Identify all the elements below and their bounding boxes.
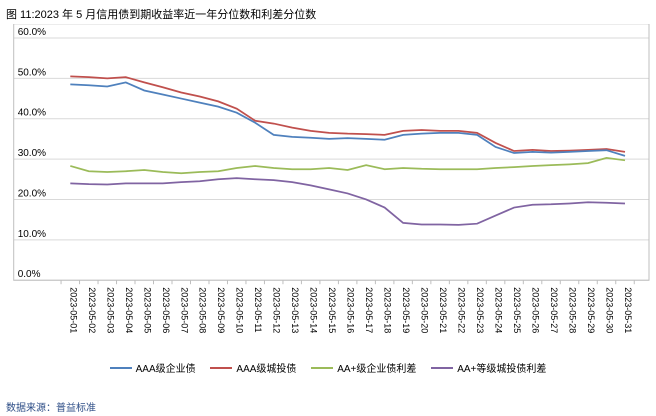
svg-text:2023-05-06: 2023-05-06 (161, 287, 171, 333)
svg-text:2023-05-30: 2023-05-30 (605, 287, 615, 333)
svg-text:2023-05-10: 2023-05-10 (235, 287, 245, 333)
svg-text:2023-05-12: 2023-05-12 (272, 287, 282, 333)
svg-text:2023-05-28: 2023-05-28 (568, 287, 578, 333)
svg-text:2023-05-20: 2023-05-20 (420, 287, 430, 333)
svg-text:30.0%: 30.0% (18, 148, 46, 159)
svg-text:60.0%: 60.0% (18, 27, 46, 38)
svg-text:2023-05-23: 2023-05-23 (475, 287, 485, 333)
svg-text:2023-05-02: 2023-05-02 (87, 287, 97, 333)
svg-text:2023-05-01: 2023-05-01 (68, 287, 78, 333)
svg-text:2023-05-25: 2023-05-25 (512, 287, 522, 333)
svg-text:20.0%: 20.0% (18, 188, 46, 199)
svg-text:2023-05-07: 2023-05-07 (179, 287, 189, 333)
svg-text:2023-05-17: 2023-05-17 (364, 287, 374, 333)
svg-text:2023-05-26: 2023-05-26 (531, 287, 541, 333)
svg-text:2023-05-19: 2023-05-19 (401, 287, 411, 333)
svg-text:2023-05-09: 2023-05-09 (216, 287, 226, 333)
svg-text:2023-05-05: 2023-05-05 (142, 287, 152, 333)
svg-text:2023-05-04: 2023-05-04 (124, 287, 134, 333)
svg-text:2023-05-16: 2023-05-16 (346, 287, 356, 333)
svg-text:2023-05-31: 2023-05-31 (623, 287, 633, 333)
svg-text:0.0%: 0.0% (18, 269, 41, 280)
svg-text:2023-05-15: 2023-05-15 (327, 287, 337, 333)
svg-text:2023-05-03: 2023-05-03 (105, 287, 115, 333)
svg-text:40.0%: 40.0% (18, 108, 46, 119)
svg-text:2023-05-21: 2023-05-21 (438, 287, 448, 333)
svg-text:2023-05-22: 2023-05-22 (457, 287, 467, 333)
svg-text:2023-05-27: 2023-05-27 (549, 287, 559, 333)
svg-text:2023-05-11: 2023-05-11 (253, 287, 263, 332)
svg-text:2023-05-29: 2023-05-29 (586, 287, 596, 333)
svg-text:2023-05-14: 2023-05-14 (309, 287, 319, 333)
svg-text:2023-05-18: 2023-05-18 (383, 287, 393, 333)
svg-text:2023-05-24: 2023-05-24 (494, 287, 504, 333)
svg-text:2023-05-13: 2023-05-13 (290, 287, 300, 333)
svg-text:10.0%: 10.0% (18, 229, 46, 240)
svg-text:2023-05-08: 2023-05-08 (198, 287, 208, 333)
svg-text:50.0%: 50.0% (18, 67, 46, 78)
